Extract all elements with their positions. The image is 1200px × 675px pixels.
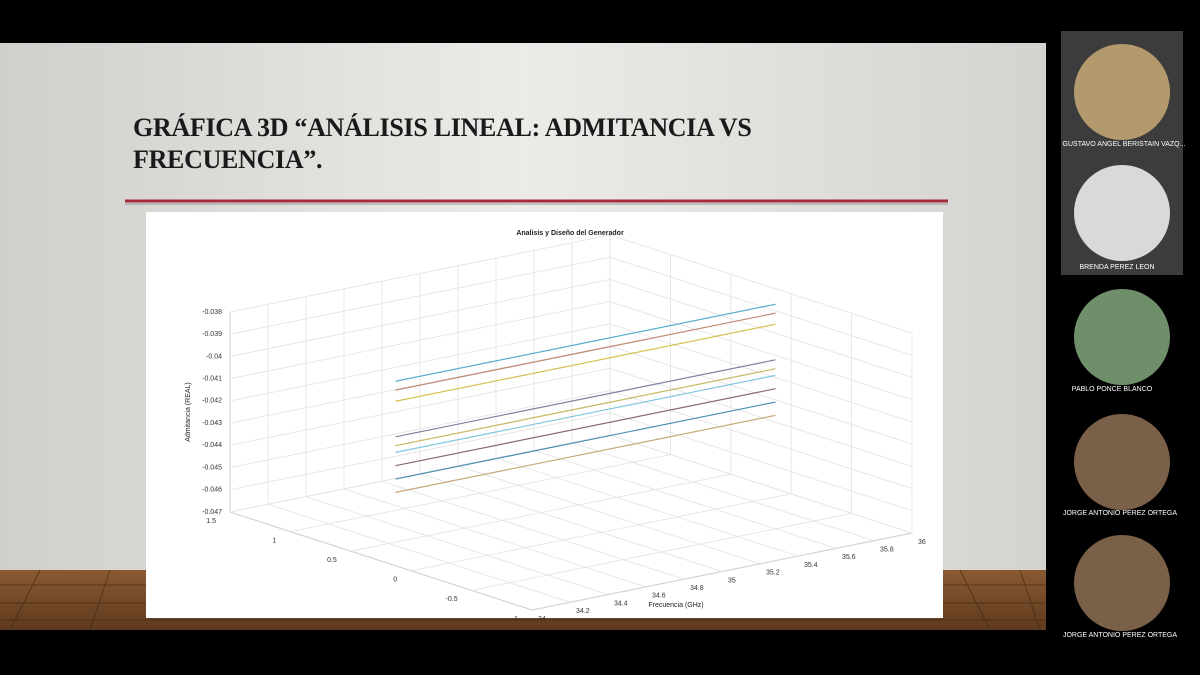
grid-line <box>305 496 609 595</box>
grid-line <box>571 442 875 542</box>
x-tick-label: 34 <box>538 616 546 623</box>
y-tick-label: 0.5 <box>327 557 337 564</box>
participant[interactable]: BRENDA PEREZ LEON <box>1074 165 1170 271</box>
x-tick-label: 35.8 <box>880 547 894 554</box>
grid-line <box>609 390 913 489</box>
z-tick-label: -0.047 <box>202 509 222 516</box>
chart-title: Analisis y Diseño del Generador <box>516 230 624 237</box>
chart: -0.047 -0.046 -0.045 -0.044 -0.043 -0.042 -0.0… <box>185 230 926 623</box>
z-axis-label: Admitancia (REAL) <box>185 382 192 442</box>
grid-line <box>609 256 913 356</box>
grid-line <box>495 457 799 557</box>
series-line <box>395 303 776 382</box>
slide-title: GRÁFICA 3D “ANÁLISIS LINEAL: ADMITANCIA … <box>133 113 752 174</box>
grid-line <box>609 279 913 378</box>
x-tick-label: 34.6 <box>652 593 666 600</box>
grid-line <box>533 450 837 549</box>
y-tick-label: -1 <box>512 616 518 623</box>
grid-line <box>609 367 913 467</box>
participant[interactable]: JORGE ANTONIO PEREZ ORTEGA <box>1063 414 1177 517</box>
grid-line <box>229 511 533 611</box>
grid-line <box>609 301 913 401</box>
avatar <box>1074 535 1170 631</box>
participant-name: BRENDA PEREZ LEON <box>1079 264 1154 271</box>
x-tick-label: 35.6 <box>842 554 856 561</box>
series-line <box>395 374 776 453</box>
grid-line <box>457 465 761 565</box>
x-tick-label: 36 <box>918 539 926 546</box>
participant-name: JORGE ANTONIO PEREZ ORTEGA <box>1063 632 1177 639</box>
participant[interactable]: JORGE ANTONIO PEREZ ORTEGA <box>1063 535 1177 639</box>
series-line <box>395 359 776 438</box>
y-tick-label: 0 <box>393 577 397 584</box>
z-tick-label: -0.041 <box>202 376 222 383</box>
grid-line <box>419 473 723 572</box>
grid-line <box>609 412 913 512</box>
z-tick-label: -0.045 <box>202 464 222 471</box>
avatar <box>1074 165 1170 261</box>
series-line <box>395 414 776 493</box>
participant-name: GUSTAVO ANGEL BERISTAIN VAZQ... <box>1063 141 1186 148</box>
x-tick-label: 34.8 <box>690 585 704 592</box>
z-tick-label: -0.038 <box>202 309 222 316</box>
series-line <box>395 368 776 447</box>
x-tick-label: 35.4 <box>804 562 818 569</box>
x-tick-label: 35.2 <box>766 570 780 577</box>
avatar <box>1074 44 1170 140</box>
series-line <box>395 312 776 391</box>
x-tick-label: 34.2 <box>576 608 590 615</box>
z-tick-label: -0.046 <box>202 487 222 494</box>
z-tick-label: -0.043 <box>202 420 222 427</box>
x-tick-label: 34.4 <box>614 600 628 607</box>
grid-line <box>609 345 913 445</box>
series-line <box>395 388 776 467</box>
series-line <box>395 323 776 402</box>
avatar <box>1074 414 1170 510</box>
grid-line <box>267 503 571 603</box>
avatar <box>1074 289 1170 385</box>
grid-line <box>609 323 913 423</box>
series-line <box>395 401 776 480</box>
y-tick-label: 1.5 <box>206 518 216 525</box>
y-tick-label: 1 <box>272 537 276 544</box>
participant[interactable]: GUSTAVO ANGEL BERISTAIN VAZQ... <box>1063 44 1186 148</box>
z-tick-label: -0.039 <box>202 331 222 338</box>
grid-line <box>609 234 913 334</box>
grid-line <box>381 480 685 580</box>
z-tick-label: -0.042 <box>202 398 222 405</box>
z-tick-label: -0.04 <box>206 353 222 360</box>
z-tick-label: -0.044 <box>202 442 222 449</box>
grid-line <box>609 434 913 534</box>
x-tick-label: 35 <box>728 577 736 584</box>
y-tick-label: -0.5 <box>446 596 458 603</box>
participant[interactable]: PABLO PONCE BLANCO <box>1072 289 1170 393</box>
participant-name: PABLO PONCE BLANCO <box>1072 386 1153 393</box>
participant-name: JORGE ANTONIO PEREZ ORTEGA <box>1063 510 1177 517</box>
grid-line <box>343 488 647 588</box>
x-axis-label: Frecuencia (GHz) <box>648 602 703 609</box>
